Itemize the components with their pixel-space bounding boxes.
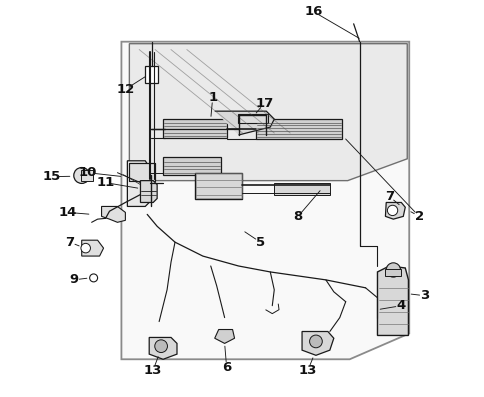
Polygon shape bbox=[302, 331, 333, 355]
Text: 1: 1 bbox=[208, 91, 217, 104]
FancyBboxPatch shape bbox=[163, 157, 220, 175]
Circle shape bbox=[90, 274, 97, 282]
Text: 6: 6 bbox=[222, 361, 231, 374]
Polygon shape bbox=[214, 330, 234, 343]
FancyBboxPatch shape bbox=[81, 170, 92, 181]
FancyBboxPatch shape bbox=[145, 66, 158, 83]
Text: 4: 4 bbox=[396, 299, 405, 312]
Text: 11: 11 bbox=[96, 176, 114, 189]
Text: 15: 15 bbox=[43, 170, 61, 183]
FancyBboxPatch shape bbox=[385, 269, 400, 276]
Text: 16: 16 bbox=[304, 6, 322, 18]
Text: 13: 13 bbox=[144, 364, 162, 376]
Circle shape bbox=[81, 243, 90, 253]
FancyBboxPatch shape bbox=[256, 119, 341, 139]
Polygon shape bbox=[385, 202, 405, 219]
Polygon shape bbox=[149, 337, 177, 359]
Polygon shape bbox=[101, 206, 125, 222]
FancyBboxPatch shape bbox=[195, 173, 242, 198]
Text: 2: 2 bbox=[414, 210, 423, 223]
Polygon shape bbox=[81, 240, 104, 256]
Text: 7: 7 bbox=[65, 236, 74, 249]
Polygon shape bbox=[129, 44, 407, 181]
Polygon shape bbox=[377, 266, 408, 335]
Polygon shape bbox=[121, 42, 408, 359]
Text: 5: 5 bbox=[255, 236, 264, 249]
Text: 13: 13 bbox=[298, 364, 317, 376]
Text: 17: 17 bbox=[255, 97, 273, 110]
FancyBboxPatch shape bbox=[273, 183, 329, 195]
Polygon shape bbox=[214, 111, 273, 135]
Circle shape bbox=[309, 335, 322, 348]
Text: 14: 14 bbox=[59, 206, 77, 219]
Polygon shape bbox=[140, 181, 157, 202]
Circle shape bbox=[385, 263, 400, 277]
Text: 3: 3 bbox=[420, 289, 429, 302]
FancyBboxPatch shape bbox=[163, 119, 226, 138]
Text: 8: 8 bbox=[293, 210, 302, 223]
Text: 12: 12 bbox=[116, 83, 134, 96]
FancyBboxPatch shape bbox=[237, 114, 267, 123]
Text: 9: 9 bbox=[69, 274, 78, 286]
Text: 10: 10 bbox=[78, 166, 97, 179]
Circle shape bbox=[154, 340, 167, 353]
Text: 7: 7 bbox=[384, 190, 393, 203]
FancyBboxPatch shape bbox=[129, 163, 155, 181]
Circle shape bbox=[74, 168, 90, 183]
Polygon shape bbox=[127, 161, 149, 206]
Circle shape bbox=[387, 205, 397, 216]
